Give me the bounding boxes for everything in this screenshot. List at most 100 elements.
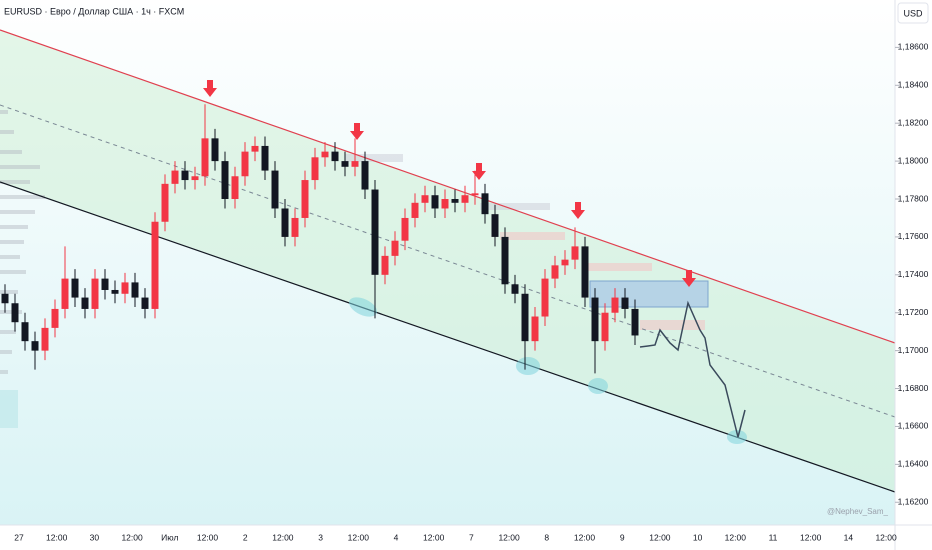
chart-title: EURUSD · Евро / Доллар США · 1ч · FXCM	[4, 6, 184, 16]
candle-body	[131, 282, 139, 298]
x-tick-label: 12:00	[423, 532, 445, 542]
candle-body	[391, 240, 399, 256]
channel-mid	[0, 104, 896, 418]
candle-body	[191, 176, 199, 181]
candle-body	[541, 278, 549, 317]
y-tick-label: 1,17000	[898, 345, 929, 355]
channel-top	[0, 29, 896, 344]
candle-body	[341, 161, 349, 167]
x-tick-label: 14	[844, 532, 854, 542]
candle-body	[561, 259, 569, 266]
x-tick-label: 12:00	[649, 532, 671, 542]
x-tick-label: 11	[769, 532, 778, 542]
candle-body	[241, 151, 249, 177]
x-tick-label: 27	[14, 532, 24, 542]
candle-body	[111, 289, 119, 294]
candle-body	[411, 202, 419, 218]
x-tick-label: 12:00	[800, 532, 822, 542]
candle-body	[281, 208, 289, 237]
candle-body	[201, 138, 209, 177]
zone	[480, 203, 550, 210]
projection-path	[639, 300, 746, 438]
x-tick-label: 12:00	[46, 532, 68, 542]
y-tick-label: 1,17800	[898, 193, 929, 203]
candle-body	[591, 297, 599, 342]
zone	[640, 320, 705, 330]
candle-body	[631, 308, 639, 336]
candle-body	[581, 246, 589, 298]
candles	[1, 104, 639, 374]
x-tick-label: 3	[318, 532, 323, 542]
candle-body	[221, 161, 229, 200]
candle-body	[491, 214, 499, 237]
candle-body	[91, 278, 99, 309]
touch-points	[348, 297, 747, 444]
candle-body	[301, 180, 309, 218]
currency-label[interactable]: USD	[903, 8, 923, 18]
candle-body	[431, 195, 439, 209]
y-tick-label: 1,17200	[898, 307, 929, 317]
candle-body	[511, 284, 519, 294]
candle-body	[51, 308, 59, 328]
candle-body	[101, 278, 109, 290]
y-tick-label: 1,16200	[898, 497, 929, 507]
candle-body	[451, 199, 459, 203]
candle-body	[571, 246, 579, 260]
candle-body	[421, 195, 429, 203]
x-tick-label: 8	[544, 532, 549, 542]
currency-button[interactable]	[897, 2, 929, 24]
x-tick-label: 9	[620, 532, 625, 542]
candle-body	[61, 278, 69, 309]
x-tick-label: 7	[469, 532, 474, 542]
x-tick-label: 10	[693, 532, 703, 542]
candle-body	[621, 297, 629, 309]
price-axis	[895, 0, 932, 550]
candle-body	[11, 303, 19, 323]
candle-body	[601, 312, 609, 342]
candle-body	[611, 297, 619, 313]
candle-body	[251, 145, 259, 152]
volume-profile	[0, 110, 45, 374]
candle-body	[551, 265, 559, 279]
channel-bottom	[0, 181, 896, 493]
candle-body	[261, 145, 269, 171]
zone	[500, 232, 565, 240]
candle-body	[31, 341, 39, 351]
candle-body	[271, 170, 279, 209]
time-axis	[0, 525, 932, 550]
candle-body	[231, 176, 239, 200]
x-tick-label: 12:00	[498, 532, 520, 542]
x-tick-label: 12:00	[875, 532, 897, 542]
candle-body	[331, 151, 339, 162]
candle-body	[71, 278, 79, 298]
candle-body	[121, 282, 129, 294]
candle-body	[461, 195, 469, 203]
candle-body	[151, 221, 159, 309]
y-tick-label: 1,18400	[898, 80, 929, 90]
profile-block	[0, 390, 18, 428]
candle-body	[171, 170, 179, 184]
y-tick-label: 1,17600	[898, 231, 929, 241]
candle-body	[161, 183, 169, 222]
candle-body	[351, 161, 359, 167]
zone	[585, 263, 652, 271]
candle-body	[41, 327, 49, 351]
candle-body	[21, 322, 29, 342]
candle-body	[521, 293, 529, 342]
candle-body	[471, 193, 479, 196]
candle-body	[481, 193, 489, 215]
candle-body	[531, 316, 539, 342]
x-tick-label: 12:00	[121, 532, 143, 542]
watermark: @Nephev_Sam_	[827, 507, 889, 516]
x-tick-label: 2	[243, 532, 248, 542]
zone	[345, 154, 403, 162]
arrows	[203, 80, 696, 287]
candle-body	[401, 217, 409, 241]
candle-body	[311, 157, 319, 181]
candle-body	[181, 170, 189, 181]
y-tick-label: 1,16600	[898, 421, 929, 431]
x-tick-label: 12:00	[272, 532, 294, 542]
x-tick-label: Июл	[161, 532, 178, 542]
x-tick-label: 12:00	[197, 532, 219, 542]
